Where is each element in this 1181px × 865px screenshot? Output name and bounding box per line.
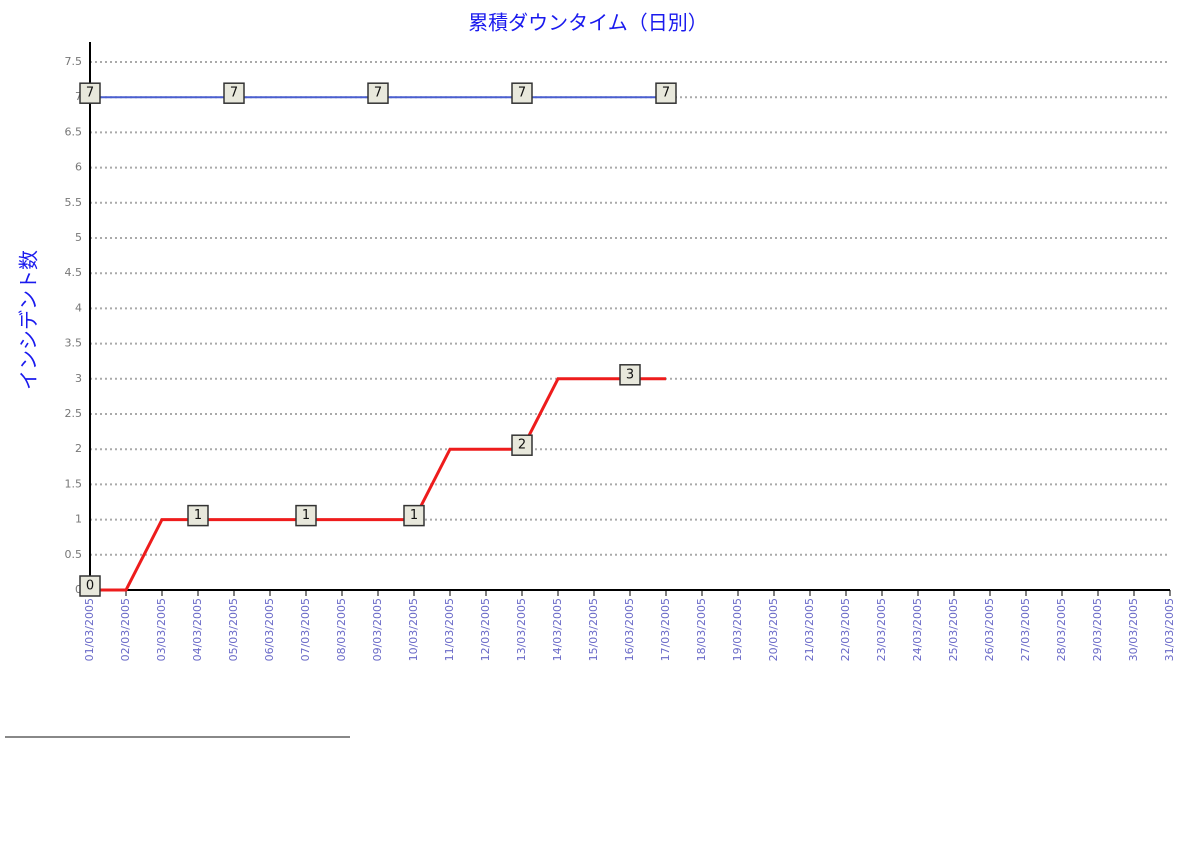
data-label-box [79,575,101,597]
data-label-box [367,82,389,104]
x-tick-label: 24/03/2005 [911,598,924,661]
data-label: 7 [86,86,94,101]
data-label: 2 [518,438,526,453]
y-tick-label: 7 [75,90,82,103]
y-tick-label: 0 [75,583,82,596]
x-tick-label: 04/03/2005 [191,598,204,661]
x-tick-label: 05/03/2005 [227,598,240,661]
chart-title: 累積ダウンタイム（日別） [468,11,708,35]
y-tick-label: 5 [75,231,82,244]
x-tick-label: 22/03/2005 [839,598,852,661]
y-tick-label: 7.5 [65,55,83,68]
x-tick-label: 27/03/2005 [1019,598,1032,661]
x-tick-label: 14/03/2005 [551,598,564,661]
y-tick-label: 0.5 [65,548,83,561]
data-label: 7 [374,86,382,101]
x-tick-label: 26/03/2005 [983,598,996,661]
x-tick-label: 20/03/2005 [767,598,780,661]
y-tick-label: 3 [75,372,82,385]
data-label: 7 [230,86,238,101]
y-tick-label: 1.5 [65,477,83,490]
data-label-box [511,434,533,456]
data-label-box [655,82,677,104]
data-label: 1 [302,508,310,523]
x-tick-label: 28/03/2005 [1055,598,1068,661]
y-tick-label: 5.5 [65,196,83,209]
data-label: 7 [662,86,670,101]
x-tick-label: 07/03/2005 [299,598,312,661]
data-label-box [403,504,425,527]
data-label: 1 [410,508,418,523]
y-tick-label: 1 [75,513,82,526]
data-label-box [619,364,641,386]
data-label-box [79,82,101,104]
y-tick-label: 6 [75,161,82,174]
x-tick-label: 06/03/2005 [263,598,276,661]
data-label: 1 [194,508,202,523]
x-tick-label: 08/03/2005 [335,598,348,661]
y-tick-label: 2 [75,442,82,455]
x-tick-label: 19/03/2005 [731,598,744,661]
x-tick-label: 16/03/2005 [623,598,636,661]
x-tick-label: 21/03/2005 [803,598,816,661]
data-label-box [187,504,209,527]
data-label: 7 [518,86,526,101]
data-label-box [511,82,533,104]
x-tick-label: 13/03/2005 [515,598,528,661]
x-tick-label: 01/03/2005 [83,598,96,661]
x-tick-label: 02/03/2005 [119,598,132,661]
x-tick-label: 30/03/2005 [1127,598,1140,661]
y-tick-label: 3.5 [65,337,83,350]
y-tick-label: 4 [75,301,82,314]
x-tick-label: 17/03/2005 [659,598,672,661]
y-tick-label: 6.5 [65,125,83,138]
x-tick-label: 15/03/2005 [587,598,600,661]
x-tick-label: 18/03/2005 [695,598,708,661]
data-label: 3 [626,367,634,382]
x-tick-label: 25/03/2005 [947,598,960,661]
x-tick-label: 11/03/2005 [443,598,456,661]
x-tick-label: 03/03/2005 [155,598,168,661]
data-label-box [295,504,317,527]
x-tick-label: 31/03/2005 [1163,598,1176,661]
x-tick-label: 09/03/2005 [371,598,384,661]
x-tick-label: 10/03/2005 [407,598,420,661]
y-tick-label: 2.5 [65,407,83,420]
x-tick-label: 23/03/2005 [875,598,888,661]
y-axis-label: インシデント数 [17,250,41,390]
y-tick-label: 4.5 [65,266,83,279]
series-line [90,377,666,592]
data-label-box [223,82,245,104]
data-label: 0 [86,579,94,594]
x-tick-label: 12/03/2005 [479,598,492,661]
x-tick-label: 29/03/2005 [1091,598,1104,661]
